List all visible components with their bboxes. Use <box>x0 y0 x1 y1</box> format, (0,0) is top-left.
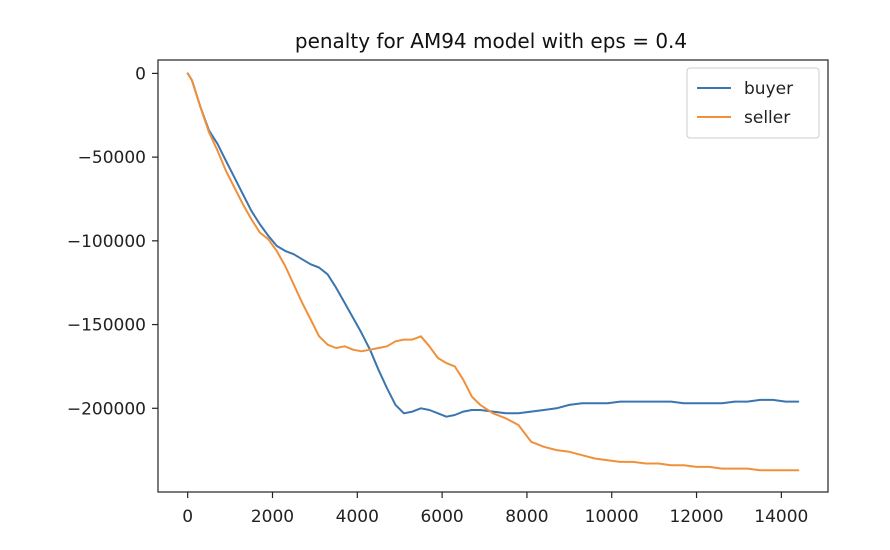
series-lines <box>186 72 800 472</box>
axes: 0 2000 4000 6000 8000 10000 12000 14000 0 −50000 −… <box>67 64 809 527</box>
legend: buyer seller <box>686 67 820 139</box>
legend-label-buyer: buyer <box>744 79 793 99</box>
plot-frame <box>157 59 829 493</box>
x-tick-label: 10000 <box>585 507 639 527</box>
x-tick-label: 2000 <box>251 507 294 527</box>
x-tick-label: 8000 <box>505 507 548 527</box>
x-tick-label: 0 <box>182 507 193 527</box>
x-tick-label: 14000 <box>754 507 808 527</box>
series-line-seller <box>186 72 800 472</box>
chart-title: penalty for AM94 model with eps = 0.4 <box>295 29 687 53</box>
y-tick-label: −150000 <box>67 316 146 336</box>
legend-box <box>686 67 820 139</box>
y-tick-label: 0 <box>135 64 146 84</box>
series-line-buyer <box>186 72 800 418</box>
y-tick-label: −50000 <box>78 148 146 168</box>
x-tick-label: 6000 <box>420 507 463 527</box>
x-tick-label: 12000 <box>669 507 723 527</box>
x-tick-label: 4000 <box>336 507 379 527</box>
y-tick-label: −100000 <box>67 232 146 252</box>
legend-label-seller: seller <box>744 108 790 128</box>
y-tick-label: −200000 <box>67 399 146 419</box>
